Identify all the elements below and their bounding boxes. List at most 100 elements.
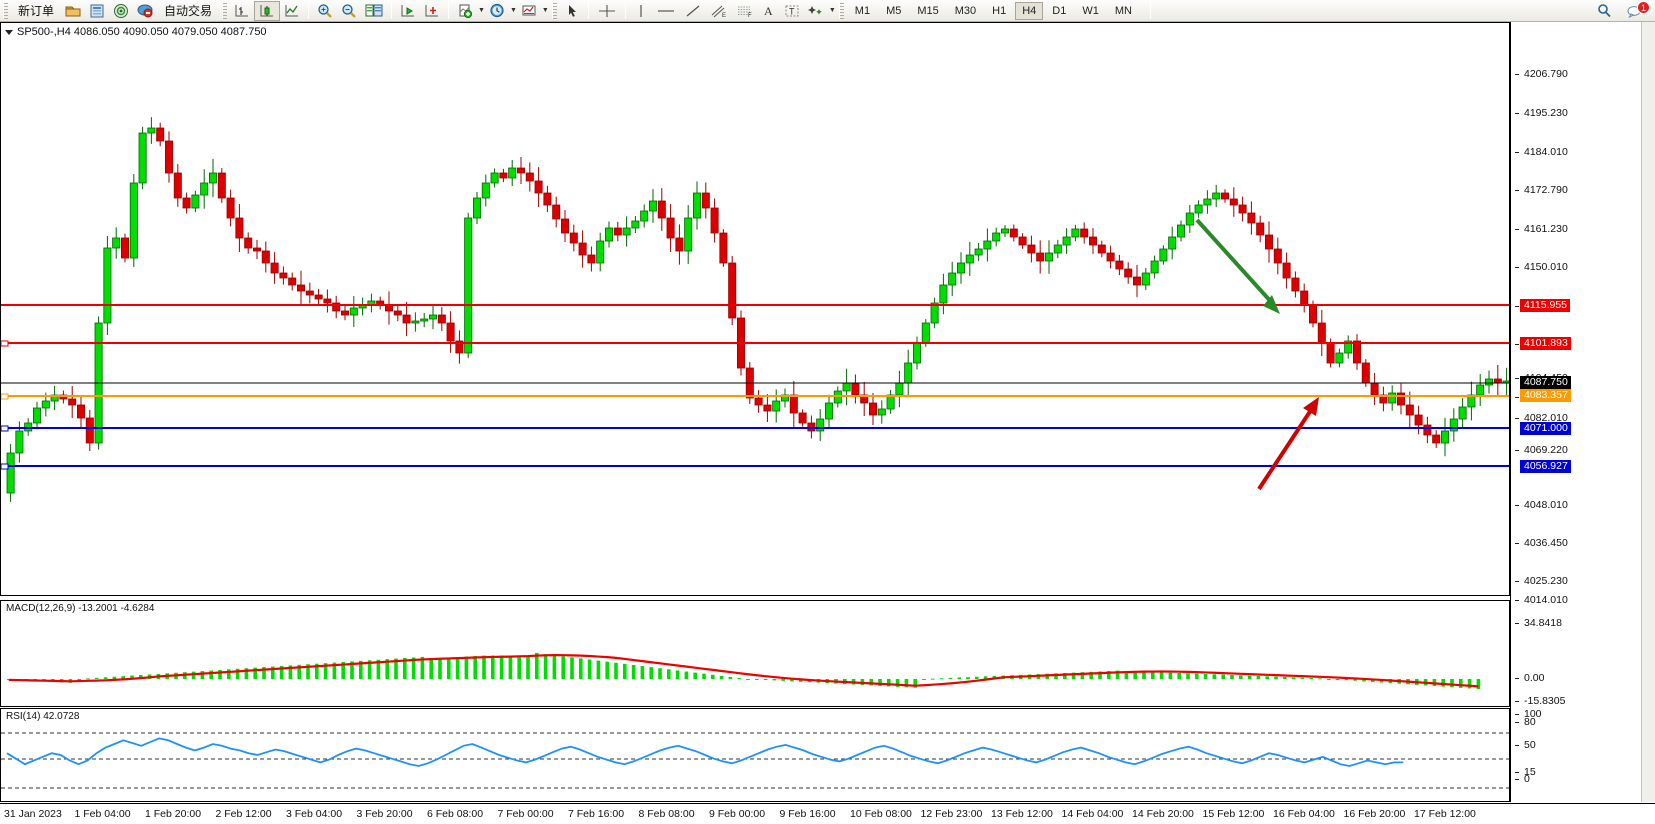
chart-menu-triangle-icon[interactable] <box>5 29 13 35</box>
price-level-label-resistance[interactable]: 4101.893 <box>1520 337 1571 350</box>
price-level-label-support[interactable]: 4071.000 <box>1520 422 1571 435</box>
add-indicator-icon[interactable] <box>453 1 477 21</box>
timeframe-mn[interactable]: MN <box>1114 4 1132 17</box>
rsi-pane[interactable]: RSI(14) 42.0728 <box>0 708 1510 802</box>
zoom-out-icon[interactable] <box>337 1 361 21</box>
svg-text:E: E <box>722 13 726 19</box>
vertical-scrollbar[interactable] <box>1641 22 1655 802</box>
templates-caret[interactable]: ▼ <box>541 7 549 14</box>
search-icon[interactable] <box>1593 1 1617 21</box>
timeframe-m1[interactable]: M1 <box>854 4 871 17</box>
price-tick: 4036.450 <box>1515 537 1568 549</box>
price-level-label-bid[interactable]: 4083.357 <box>1520 389 1571 402</box>
price-tick: 4069.220 <box>1515 444 1568 456</box>
alerts-icon[interactable]: 1 <box>1623 0 1650 21</box>
objects-icon[interactable] <box>804 1 828 21</box>
equidistant-channel-icon[interactable]: E <box>706 1 732 21</box>
crosshair-icon[interactable] <box>593 1 621 21</box>
price-tick: 4082.010 <box>1515 412 1568 424</box>
main-toolbar: 新订单 自动交易 ▼ <box>0 0 1655 22</box>
timeframe-h4[interactable]: H4 <box>1015 1 1044 20</box>
price-level-label-resistance[interactable]: 4115.955 <box>1520 299 1571 312</box>
macd-label: MACD(12,26,9) -13.2001 -4.6284 <box>6 603 155 614</box>
indicator-tick: 100 <box>1515 708 1542 720</box>
autotrading-button[interactable]: 自动交易 <box>157 1 219 21</box>
hline-icon[interactable] <box>652 1 680 21</box>
indicator-tick: -15.8305 <box>1514 695 1566 707</box>
timeframe-m15[interactable]: M15 <box>917 4 939 17</box>
price-tick: 4014.010 <box>1515 594 1568 606</box>
alerts-badge: 1 <box>1637 0 1650 14</box>
time-tick: 14 Feb 20:00 <box>1132 808 1194 820</box>
toolbar-grip-4[interactable] <box>838 2 844 19</box>
timeframe-w1[interactable]: W1 <box>1082 4 1099 17</box>
price-tick: 4025.230 <box>1515 575 1568 587</box>
toolbar-grip-2[interactable] <box>222 2 228 19</box>
time-tick: 31 Jan 2023 <box>4 808 62 820</box>
timeframe-h1[interactable]: H1 <box>992 4 1007 17</box>
price-level-label-support[interactable]: 4056.927 <box>1520 460 1571 473</box>
time-tick: 7 Feb 00:00 <box>497 808 554 820</box>
timeframe-d1[interactable]: D1 <box>1052 4 1067 17</box>
objects-caret[interactable]: ▼ <box>828 7 836 14</box>
period-icon[interactable] <box>485 1 509 21</box>
time-tick: 16 Feb 20:00 <box>1343 808 1406 820</box>
shift-start-icon[interactable] <box>396 1 420 21</box>
folder-icon[interactable] <box>61 1 85 21</box>
autotrading-icon[interactable] <box>133 1 157 21</box>
chart-area[interactable]: SP500-,H4 4086.050 4090.050 4079.050 408… <box>0 22 1655 824</box>
fibonacci-icon[interactable]: F <box>732 1 758 21</box>
trendline-icon[interactable] <box>680 1 706 21</box>
time-axis[interactable]: 31 Jan 2023 1 Feb 04:00 1 Feb 20:00 2 Feb 1… <box>0 803 1655 824</box>
price-tick: 4206.790 <box>1515 68 1568 80</box>
templates-icon[interactable] <box>517 1 541 21</box>
time-tick: 8 Feb 08:00 <box>638 808 695 820</box>
time-tick: 1 Feb 20:00 <box>145 808 202 820</box>
toolbar-grip-3[interactable] <box>551 2 557 19</box>
vline-icon[interactable] <box>630 1 652 21</box>
period-caret[interactable]: ▼ <box>509 7 517 14</box>
text-label-icon[interactable]: A <box>758 1 780 21</box>
price-tick: 4195.230 <box>1515 107 1568 119</box>
timeframe-group: M1 M5 M15 M30 H1 H4 D1 W1 MN <box>847 1 1140 20</box>
svg-text:T: T <box>789 6 795 16</box>
time-tick: 16 Feb 04:00 <box>1273 808 1335 820</box>
time-tick: 14 Feb 04:00 <box>1061 808 1124 820</box>
macd-pane[interactable]: MACD(12,26,9) -13.2001 -4.6284 <box>0 600 1510 707</box>
indicator-tick: 0.00 <box>1514 672 1545 684</box>
price-axis[interactable]: 4206.790 4195.230 4184.010 4172.790 4161.230… <box>1510 22 1655 802</box>
time-tick: 3 Feb 04:00 <box>286 808 343 820</box>
price-tick: 4184.010 <box>1515 146 1568 158</box>
price-level-label-last-price[interactable]: 4087.750 <box>1520 376 1571 389</box>
price-tick: 4150.010 <box>1515 261 1568 273</box>
line-chart-icon[interactable] <box>280 1 304 21</box>
navigator-icon[interactable] <box>109 1 133 21</box>
shift-end-icon[interactable] <box>420 1 444 21</box>
indicator-tick: 80 <box>1515 716 1536 728</box>
indicator-tick: 0 <box>1515 773 1530 785</box>
new-order-button[interactable]: 新订单 <box>11 1 61 21</box>
indicator-tick: 34.8418 <box>1515 617 1562 629</box>
level-handle-4 <box>1 463 9 470</box>
indicator-tick: 15 <box>1515 766 1536 778</box>
down-arrow-annotation <box>1195 218 1280 314</box>
timeframe-m5[interactable]: M5 <box>886 4 902 17</box>
toolbar-grip[interactable] <box>3 2 8 19</box>
time-tick: 9 Feb 16:00 <box>779 808 836 820</box>
time-tick: 7 Feb 16:00 <box>568 808 625 820</box>
up-arrow-annotation <box>1257 397 1319 491</box>
cursor-icon[interactable] <box>560 1 584 21</box>
data-window-icon[interactable] <box>85 1 109 21</box>
text-icon[interactable]: T <box>780 1 804 21</box>
add-indicator-caret[interactable]: ▼ <box>478 7 485 14</box>
tile-windows-icon[interactable] <box>361 1 387 21</box>
symbol-ohlc-label: SP500-,H4 4086.050 4090.050 4079.050 408… <box>5 26 267 38</box>
time-tick: 9 Feb 00:00 <box>709 808 766 820</box>
candlestick-icon[interactable] <box>254 0 281 21</box>
time-tick: 15 Feb 12:00 <box>1202 808 1265 820</box>
time-tick: 1 Feb 04:00 <box>74 808 131 820</box>
zoom-in-icon[interactable] <box>313 1 337 21</box>
bar-chart-icon[interactable] <box>230 1 254 21</box>
timeframe-m30[interactable]: M30 <box>954 4 977 17</box>
price-pane[interactable]: SP500-,H4 4086.050 4090.050 4079.050 408… <box>0 22 1510 596</box>
